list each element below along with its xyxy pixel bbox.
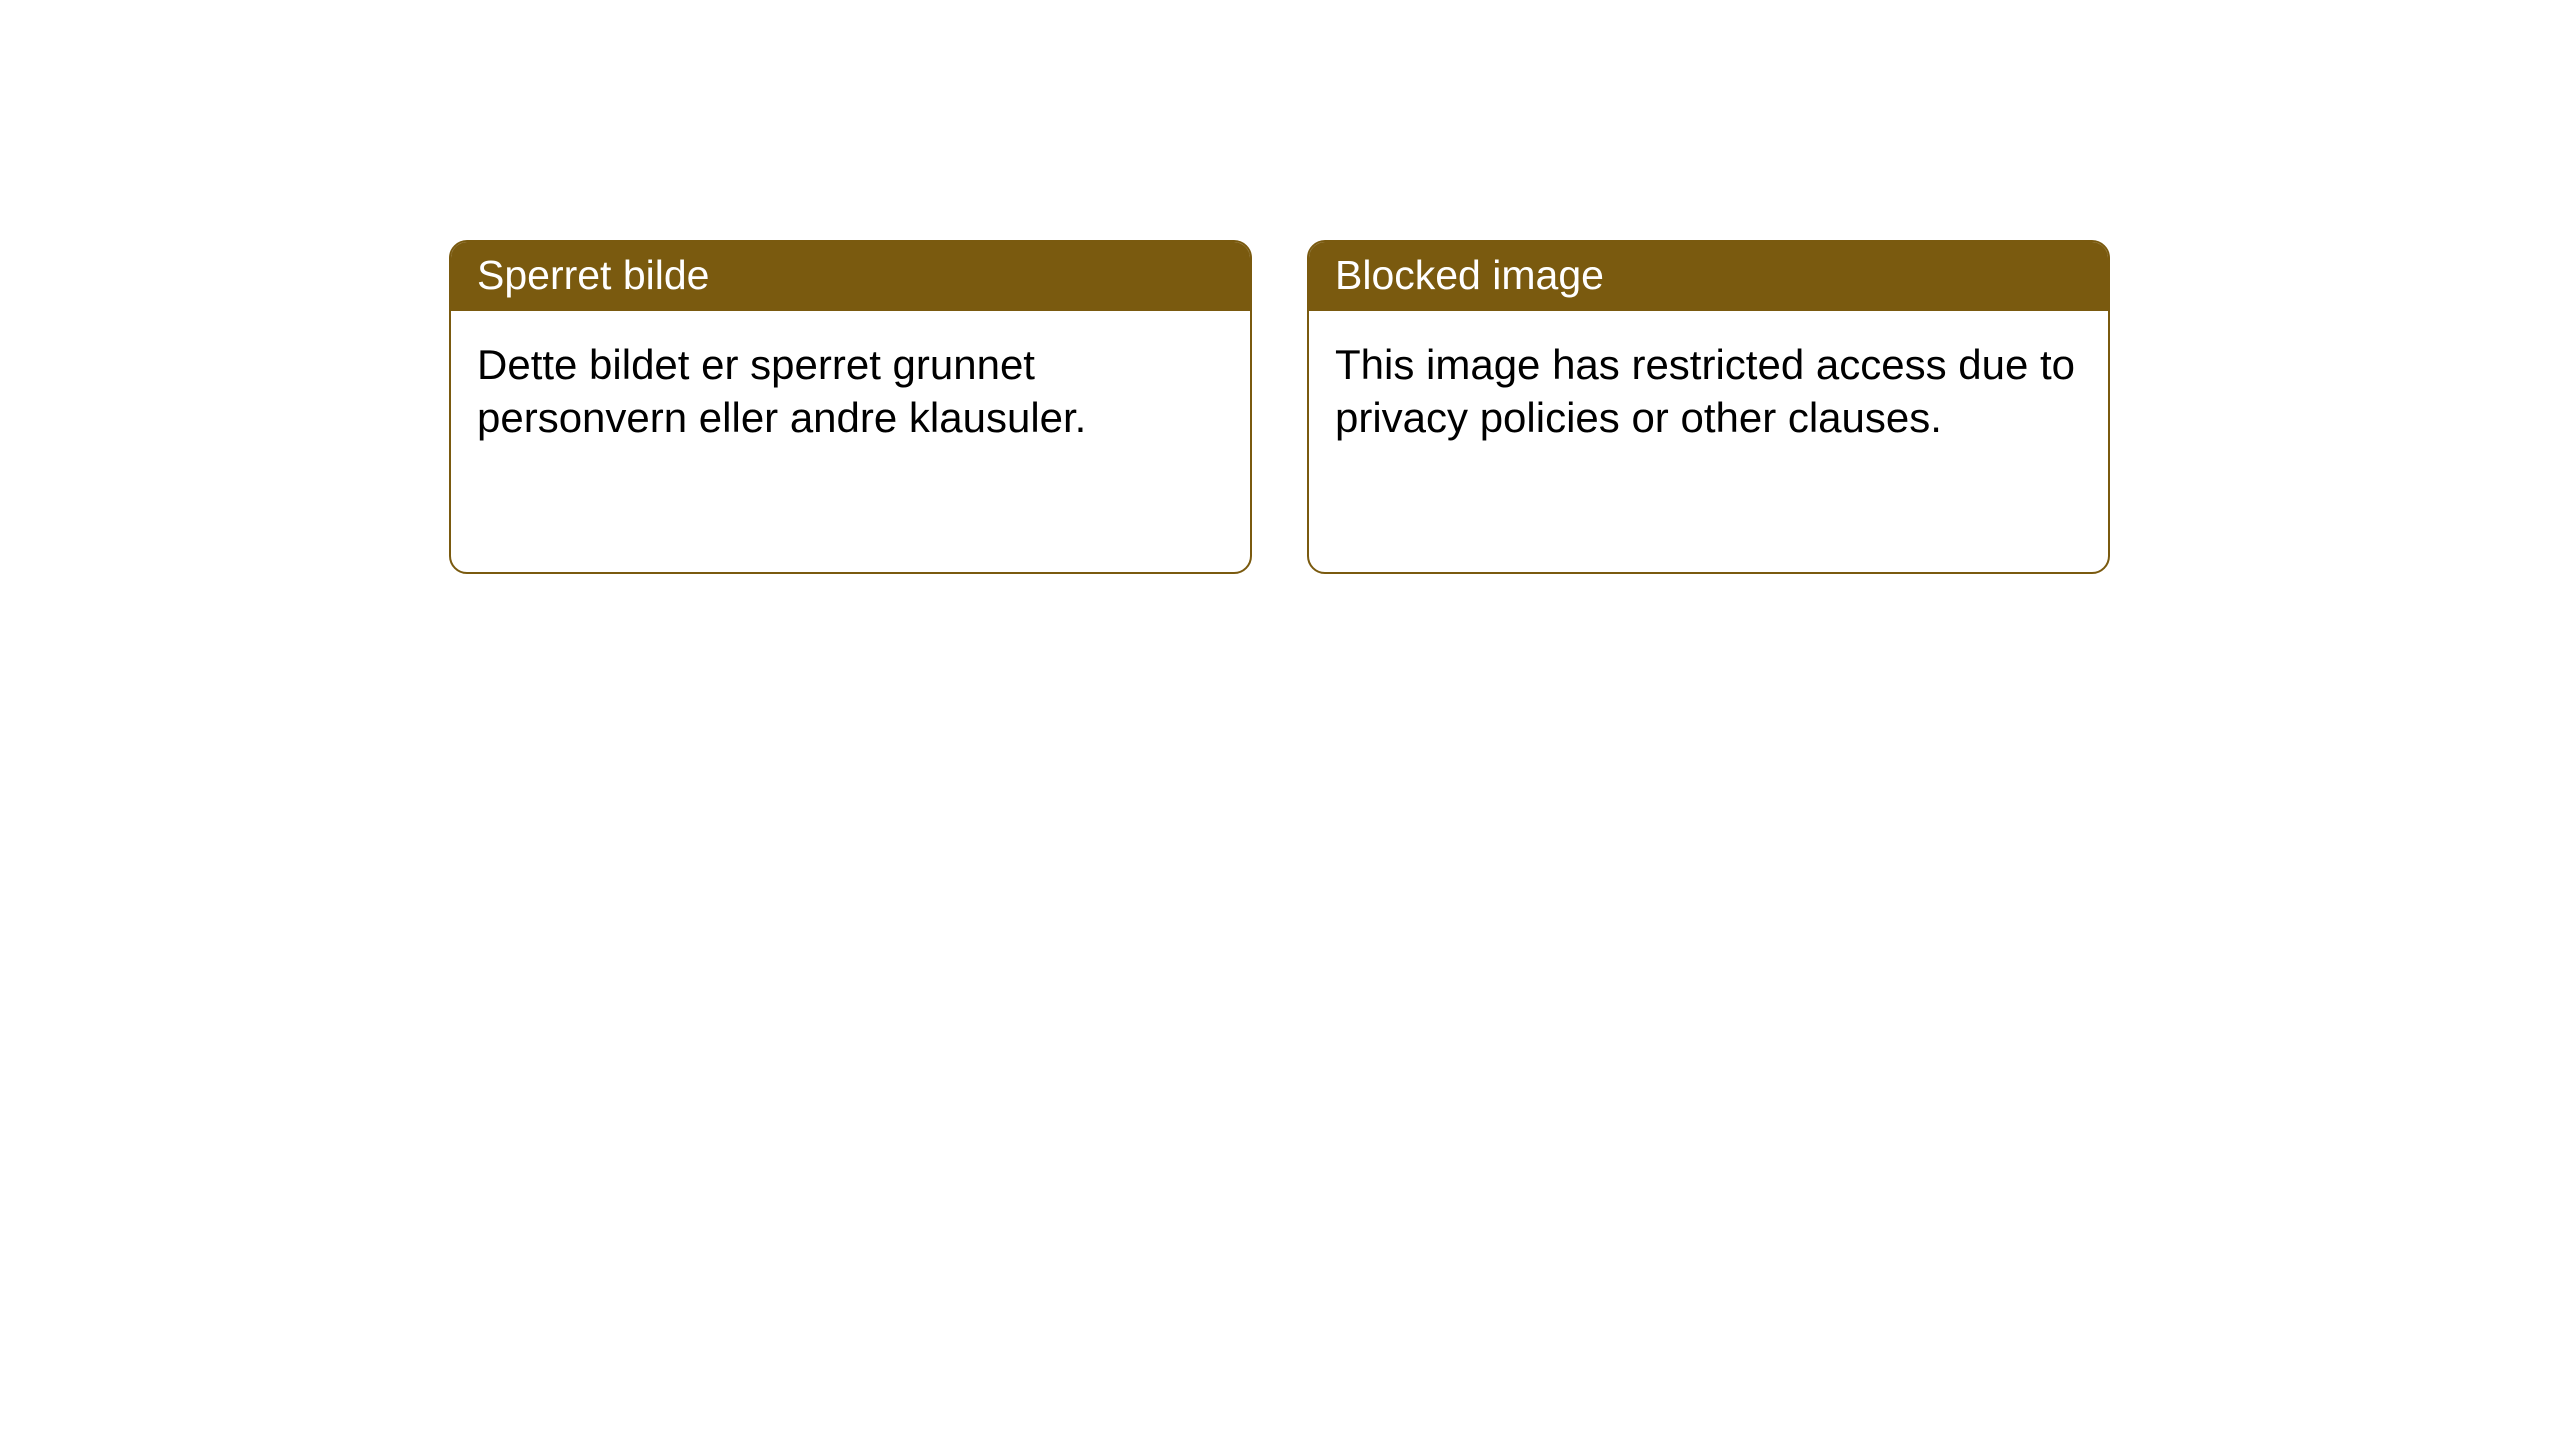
notice-header-english: Blocked image [1309,242,2108,311]
notice-card-norwegian: Sperret bilde Dette bildet er sperret gr… [449,240,1252,574]
notice-body-norwegian: Dette bildet er sperret grunnet personve… [451,311,1250,472]
notice-body-english: This image has restricted access due to … [1309,311,2108,472]
notice-cards-container: Sperret bilde Dette bildet er sperret gr… [449,240,2110,574]
notice-card-english: Blocked image This image has restricted … [1307,240,2110,574]
notice-header-norwegian: Sperret bilde [451,242,1250,311]
